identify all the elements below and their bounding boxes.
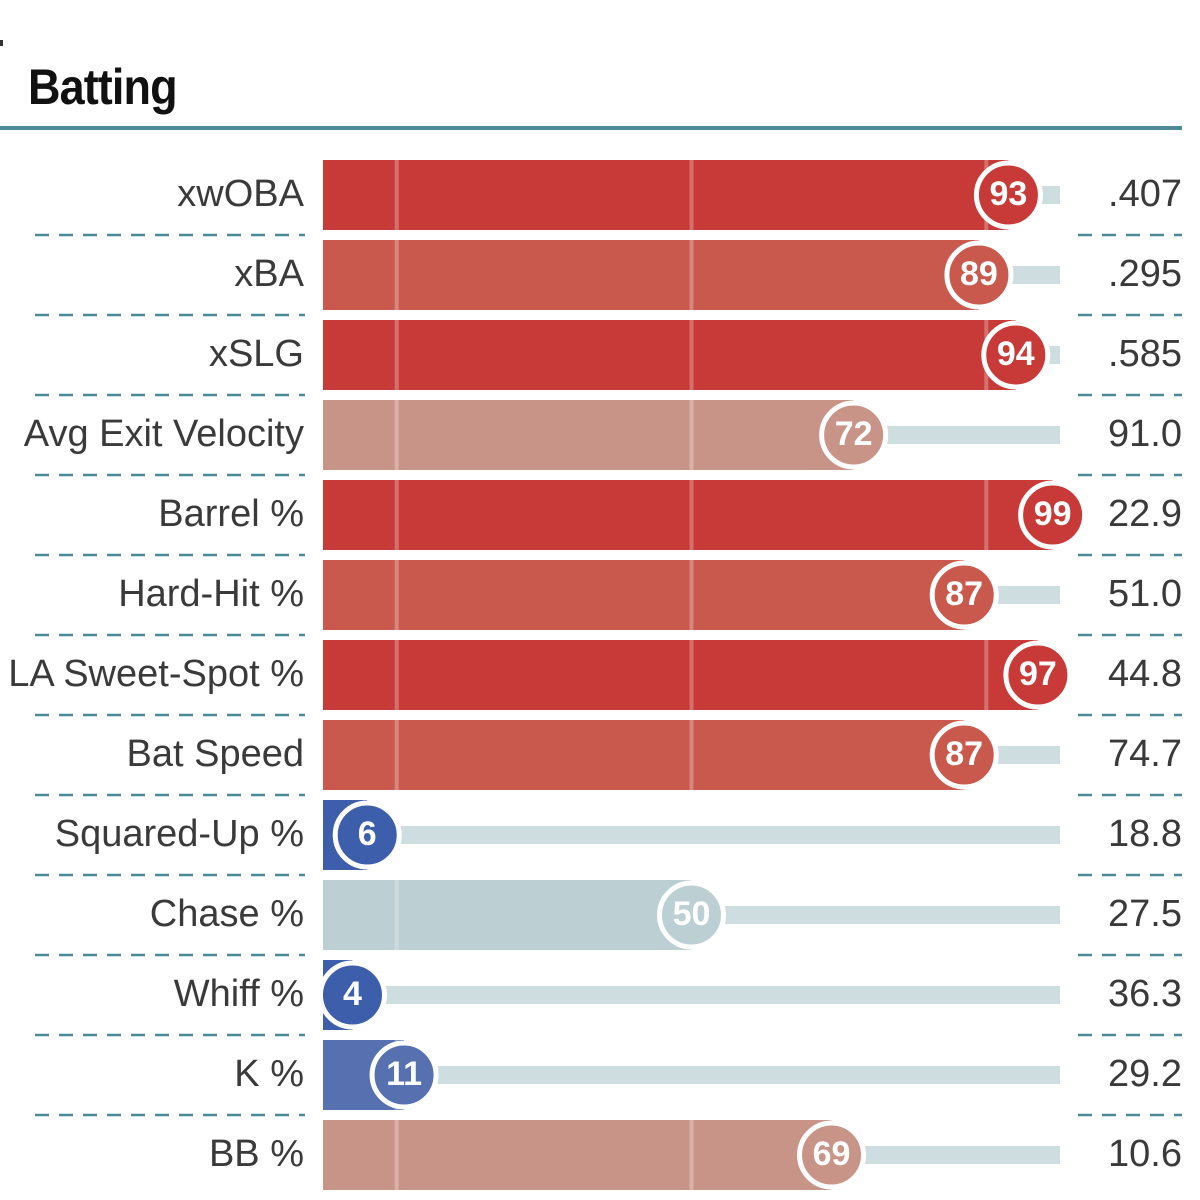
gridline	[394, 880, 399, 950]
stat-value: .585	[1108, 333, 1182, 375]
percentile-label: 87	[945, 735, 983, 773]
percentile-label: 72	[835, 415, 873, 453]
percentile-circle	[317, 960, 387, 1030]
stat-value: 74.7	[1108, 733, 1182, 775]
percentile-label: 69	[813, 1135, 851, 1173]
gridline	[984, 480, 989, 550]
gridline	[394, 640, 399, 710]
percentile-circle	[973, 160, 1043, 230]
category-label: xSLG	[209, 333, 304, 375]
category-label: LA Sweet-Spot %	[8, 653, 304, 695]
bar	[323, 480, 1053, 550]
bar	[323, 880, 692, 950]
gridline	[394, 240, 399, 310]
gridline	[984, 640, 989, 710]
percentile-circle	[1018, 480, 1088, 550]
gridline	[689, 560, 694, 630]
gridline	[394, 160, 399, 230]
stat-value: 91.0	[1108, 413, 1182, 455]
stat-value: 18.8	[1108, 813, 1182, 855]
percentile-circle	[797, 1120, 867, 1190]
percentile-circle	[929, 720, 999, 790]
percentile-label: 97	[1019, 655, 1057, 693]
percentile-circle	[929, 560, 999, 630]
bar	[323, 640, 1038, 710]
percentile-label: 6	[358, 815, 377, 853]
category-label: xBA	[234, 253, 304, 295]
percentile-label: 4	[343, 975, 362, 1013]
bar	[323, 720, 965, 790]
category-label: Bat Speed	[127, 733, 304, 775]
bar	[323, 400, 854, 470]
track-line	[323, 1066, 1060, 1084]
corner-mark	[0, 40, 3, 46]
stat-value: .407	[1108, 173, 1182, 215]
gridline	[689, 240, 694, 310]
gridline	[689, 1120, 694, 1190]
percentile-label: 50	[673, 895, 711, 933]
stat-value: 51.0	[1108, 573, 1182, 615]
gridline	[394, 560, 399, 630]
percentile-label: 89	[960, 255, 998, 293]
percentile-circle	[819, 400, 889, 470]
category-label: Chase %	[150, 893, 304, 935]
percentile-circle	[657, 880, 726, 950]
chart-title: Batting	[28, 59, 178, 115]
bar	[323, 160, 1009, 230]
gridline	[689, 400, 694, 470]
gridline	[689, 640, 694, 710]
category-label: xwOBA	[177, 173, 304, 215]
stat-value: 29.2	[1108, 1053, 1182, 1095]
category-label: Whiff %	[174, 973, 304, 1015]
stat-value: 10.6	[1108, 1133, 1182, 1175]
category-label: Squared-Up %	[55, 813, 304, 855]
gridline	[689, 720, 694, 790]
percentile-label: 93	[989, 175, 1027, 213]
gridline	[394, 1120, 399, 1190]
percentile-circle	[944, 240, 1014, 310]
category-label: K %	[234, 1053, 304, 1095]
stat-value: 44.8	[1108, 653, 1182, 695]
gridline	[394, 320, 399, 390]
percentile-circle	[981, 320, 1051, 390]
category-label: Barrel %	[158, 493, 304, 535]
stat-value: 22.9	[1108, 493, 1182, 535]
gridline	[689, 320, 694, 390]
bar	[323, 240, 979, 310]
title-rule	[0, 126, 1182, 130]
stat-value: 36.3	[1108, 973, 1182, 1015]
bar	[323, 320, 1016, 390]
percentile-circle	[1003, 640, 1073, 710]
category-label: BB %	[209, 1133, 304, 1175]
gridline	[394, 720, 399, 790]
percentile-label: 99	[1034, 495, 1072, 533]
track-line	[323, 826, 1060, 844]
gridline	[689, 480, 694, 550]
gridline	[689, 160, 694, 230]
category-label: Hard-Hit %	[118, 573, 304, 615]
track-line	[323, 986, 1060, 1004]
bar	[323, 1120, 832, 1190]
percentile-label: 11	[386, 1055, 422, 1093]
percentile-label: 87	[945, 575, 983, 613]
gridline	[394, 400, 399, 470]
percentile-circle	[369, 1040, 439, 1110]
percentile-label: 94	[997, 335, 1035, 373]
bar	[323, 560, 965, 630]
stat-value: 27.5	[1108, 893, 1182, 935]
percentile-circle	[332, 800, 402, 870]
stat-value: .295	[1108, 253, 1182, 295]
category-label: Avg Exit Velocity	[24, 413, 304, 455]
gridline	[394, 480, 399, 550]
